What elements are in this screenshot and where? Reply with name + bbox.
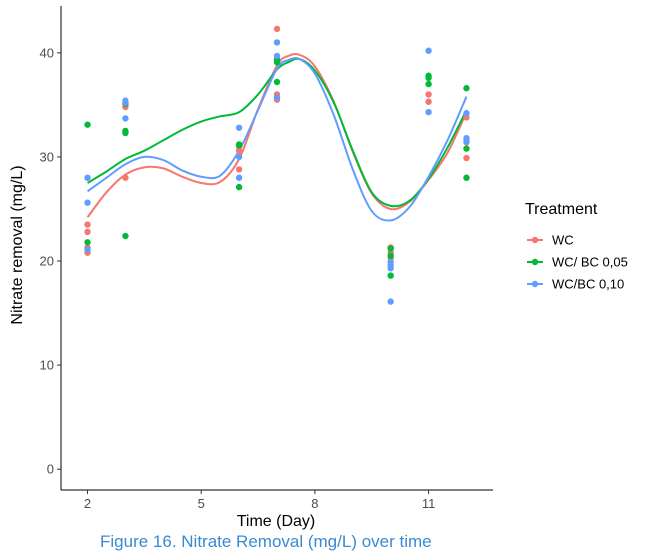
legend-title: Treatment <box>525 201 598 218</box>
data-point <box>463 174 470 181</box>
y-ticks: 0 10 20 30 40 <box>40 45 61 477</box>
data-point <box>273 39 281 46</box>
legend-label: WC <box>552 233 574 248</box>
data-point <box>84 199 91 206</box>
data-point <box>463 134 470 142</box>
x-tick-label: 11 <box>422 496 436 511</box>
data-point <box>387 272 394 279</box>
data-point <box>235 183 243 191</box>
data-point <box>387 245 394 252</box>
data-point <box>387 298 394 305</box>
y-tick-label: 10 <box>40 358 54 373</box>
data-point <box>425 80 432 88</box>
figure-caption: Figure 16. Nitrate Removal (mg/L) over t… <box>100 532 432 551</box>
data-point <box>425 47 432 54</box>
data-point <box>84 121 91 128</box>
data-point <box>84 221 91 228</box>
axes <box>60 6 493 491</box>
data-point <box>122 232 129 240</box>
y-tick-label: 0 <box>47 462 54 477</box>
nitrate-removal-chart: 2 5 8 11 0 10 20 30 40 Time (Day) Nitrate remov… <box>9 6 628 530</box>
smooth-line-0 <box>86 53 468 218</box>
smooth-line-1 <box>87 57 468 208</box>
smooth-lines <box>86 53 468 222</box>
x-tick-label: 2 <box>84 496 91 511</box>
x-ticks: 2 5 8 11 <box>84 490 435 511</box>
data-point <box>122 97 129 104</box>
legend-label: WC/BC 0,10 <box>552 277 624 292</box>
x-tick-label: 8 <box>311 496 318 511</box>
y-tick-label: 30 <box>40 149 54 164</box>
data-point <box>235 124 243 131</box>
data-point <box>235 174 243 181</box>
legend-item: WC/BC 0,10 <box>527 277 624 292</box>
data-point <box>463 85 470 92</box>
data-point <box>387 252 394 260</box>
data-point <box>425 72 432 79</box>
data-point <box>122 127 129 135</box>
data-point <box>463 145 470 152</box>
legend-label: WC/ BC 0,05 <box>552 255 628 270</box>
legend-key-point <box>531 280 539 288</box>
smooth-line-2 <box>86 57 468 222</box>
legend-key-point <box>531 258 539 266</box>
data-point <box>235 141 243 148</box>
y-axis-title: Nitrate removal (mg/L) <box>9 165 26 324</box>
data-point <box>425 108 432 116</box>
legend-item: WC/ BC 0,05 <box>527 255 628 270</box>
data-point <box>122 115 129 122</box>
data-point <box>235 166 243 173</box>
data-point <box>122 174 129 181</box>
data-point <box>235 153 243 161</box>
data-point <box>84 174 91 181</box>
data-point <box>84 228 91 236</box>
data-point <box>84 246 91 253</box>
x-axis-title: Time (Day) <box>237 513 316 530</box>
data-point <box>425 91 432 98</box>
data-point <box>273 94 281 101</box>
legend: Treatment WC WC/ BC 0,05 WC/BC 0,10 <box>525 201 628 292</box>
data-point <box>425 98 432 105</box>
data-point <box>84 239 91 246</box>
data-point <box>463 154 470 162</box>
legend-key-point <box>531 236 539 244</box>
data-point <box>463 110 470 117</box>
data-point <box>273 78 281 86</box>
data-points <box>84 25 470 305</box>
data-point <box>387 258 394 266</box>
y-tick-label: 40 <box>40 45 54 60</box>
data-point <box>273 52 281 60</box>
data-point <box>273 25 281 33</box>
y-tick-label: 20 <box>40 254 54 269</box>
x-tick-label: 5 <box>198 496 205 511</box>
legend-item: WC <box>527 233 574 248</box>
